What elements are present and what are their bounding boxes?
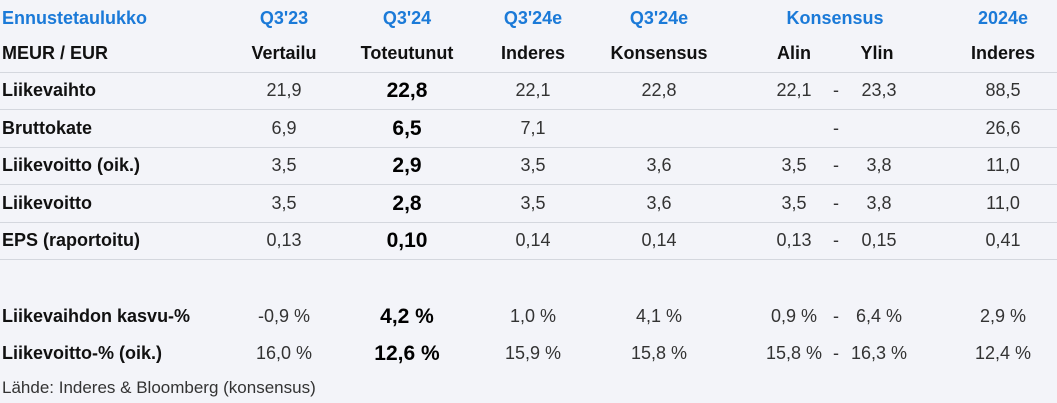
table-row: Liikevaihdon kasvu-% -0,9 % 4,2 % 1,0 % 4,1 … <box>0 298 1057 335</box>
cell-q3-24-actual: 6,5 <box>392 117 422 140</box>
cell-konsensus-alin: 22,1 <box>776 80 812 100</box>
col-sub-toteutunut: Toteutunut <box>360 43 454 63</box>
cell-q3-24-actual: 12,6 % <box>374 342 440 365</box>
unit-label: MEUR / EUR <box>2 43 109 63</box>
cell-q3-24e-inderes: 15,9 % <box>504 343 562 363</box>
cell-range-dash: - <box>833 306 839 326</box>
cell-2024e-inderes: 2,9 % <box>979 306 1027 326</box>
table-row: Bruttokate 6,9 6,5 7,1 - 26,6 <box>0 110 1057 147</box>
table-row: Liikevoitto 3,5 2,8 3,5 3,6 3,5 - 3,8 11,0 <box>0 185 1057 222</box>
cell-2024e-inderes: 11,0 <box>986 193 1020 213</box>
cell-q3-24-actual: 4,2 % <box>380 305 434 328</box>
cell-konsensus-alin: 3,5 <box>781 193 807 213</box>
cell-konsensus-ylin: 23,3 <box>861 80 897 100</box>
cell-konsensus-ylin: 6,4 % <box>855 306 903 326</box>
cell-konsensus-alin: 3,5 <box>781 155 807 175</box>
row-label: Liikevaihto <box>2 80 97 100</box>
table-row: Liikevaihto 21,9 22,8 22,1 22,8 22,1 - 23,3 88,5 <box>0 72 1057 109</box>
cell-q3-23: 0,13 <box>266 230 302 250</box>
source-note: Lähde: Inderes & Bloomberg (konsensus) <box>2 378 316 397</box>
cell-q3-24e-inderes: 1,0 % <box>509 306 557 326</box>
row-label: EPS (raportoitu) <box>2 230 140 250</box>
cell-q3-24e-konsensus: 0,14 <box>641 230 677 250</box>
cell-konsensus-ylin: 3,8 <box>866 155 892 175</box>
col-header-2024e: 2024e <box>977 8 1029 28</box>
table-row: Liikevoitto-% (oik.) 16,0 % 12,6 % 15,9 % 15… <box>0 335 1057 372</box>
row-label: Bruttokate <box>2 118 93 138</box>
col-header-q3-24e-konsensus: Q3'24e <box>629 8 689 28</box>
cell-2024e-inderes: 12,4 % <box>974 343 1032 363</box>
cell-konsensus-alin: 15,8 % <box>765 343 823 363</box>
col-sub-alin: Alin <box>777 43 811 63</box>
cell-range-dash: - <box>833 80 839 100</box>
table-title: Ennustetaulukko <box>2 8 148 28</box>
row-label: Liikevoitto (oik.) <box>2 155 141 175</box>
cell-q3-24-actual: 2,9 <box>392 154 422 177</box>
col-header-q3-24e-inderes: Q3'24e <box>503 8 563 28</box>
cell-konsensus-ylin: 3,8 <box>866 193 892 213</box>
cell-q3-24e-konsensus: 22,8 <box>641 80 677 100</box>
col-sub-inderes: Inderes <box>500 43 566 63</box>
col-sub-vertailu: Vertailu <box>251 43 317 63</box>
cell-konsensus-alin: 0,9 % <box>770 306 818 326</box>
col-sub-inderes-2024: Inderes <box>970 43 1036 63</box>
row-label: Liikevaihdon kasvu-% <box>2 306 191 326</box>
divider <box>0 259 1057 260</box>
cell-range-dash: - <box>833 118 839 138</box>
cell-2024e-inderes: 26,6 <box>985 118 1021 138</box>
header-row-periods: Ennustetaulukko Q3'23 Q3'24 Q3'24e Q3'24… <box>0 0 1057 37</box>
divider <box>0 72 1057 73</box>
cell-2024e-inderes: 88,5 <box>985 80 1021 100</box>
table-row: EPS (raportoitu) 0,13 0,10 0,14 0,14 0,13 - 0,1… <box>0 222 1057 259</box>
divider <box>0 222 1057 223</box>
row-label: Liikevoitto-% (oik.) <box>2 343 163 363</box>
divider <box>0 109 1057 110</box>
col-sub-ylin: Ylin <box>860 43 894 63</box>
col-header-q3-24: Q3'24 <box>382 8 432 28</box>
cell-range-dash: - <box>833 155 839 175</box>
cell-q3-23: 21,9 <box>266 80 302 100</box>
cell-q3-24e-konsensus: 4,1 % <box>635 306 683 326</box>
header-row-sub: MEUR / EUR Vertailu Toteutunut Inderes K… <box>0 35 1057 72</box>
cell-q3-23: 3,5 <box>271 193 297 213</box>
cell-range-dash: - <box>833 193 839 213</box>
cell-q3-24e-inderes: 22,1 <box>515 80 551 100</box>
cell-q3-24-actual: 22,8 <box>386 79 428 102</box>
divider <box>0 184 1057 185</box>
cell-q3-24e-inderes: 3,5 <box>520 193 546 213</box>
cell-q3-24e-konsensus: 3,6 <box>646 155 672 175</box>
cell-2024e-inderes: 11,0 <box>986 155 1020 175</box>
col-header-q3-23: Q3'23 <box>259 8 309 28</box>
cell-q3-24e-konsensus: 3,6 <box>646 193 672 213</box>
cell-q3-24e-konsensus: 15,8 % <box>630 343 688 363</box>
cell-2024e-inderes: 0,41 <box>985 230 1021 250</box>
cell-q3-24-actual: 2,8 <box>392 192 422 215</box>
cell-q3-23: 16,0 % <box>255 343 313 363</box>
cell-konsensus-ylin: 0,15 <box>861 230 897 250</box>
cell-q3-24e-inderes: 3,5 <box>520 155 546 175</box>
cell-q3-23: 6,9 <box>271 118 297 138</box>
cell-konsensus-ylin: 16,3 % <box>850 343 908 363</box>
cell-q3-23: -0,9 % <box>257 306 311 326</box>
table-row: Liikevoitto (oik.) 3,5 2,9 3,5 3,6 3,5 - 3,8 11,… <box>0 147 1057 184</box>
col-sub-konsensus: Konsensus <box>610 43 708 63</box>
cell-q3-23: 3,5 <box>271 155 297 175</box>
divider <box>0 147 1057 148</box>
cell-q3-24-actual: 0,10 <box>386 229 428 252</box>
cell-q3-24e-inderes: 7,1 <box>520 118 546 138</box>
col-header-konsensus: Konsensus <box>786 8 884 28</box>
cell-konsensus-alin: 0,13 <box>776 230 812 250</box>
cell-q3-24e-inderes: 0,14 <box>515 230 551 250</box>
cell-range-dash: - <box>833 343 839 363</box>
row-label: Liikevoitto <box>2 193 93 213</box>
cell-range-dash: - <box>833 230 839 250</box>
